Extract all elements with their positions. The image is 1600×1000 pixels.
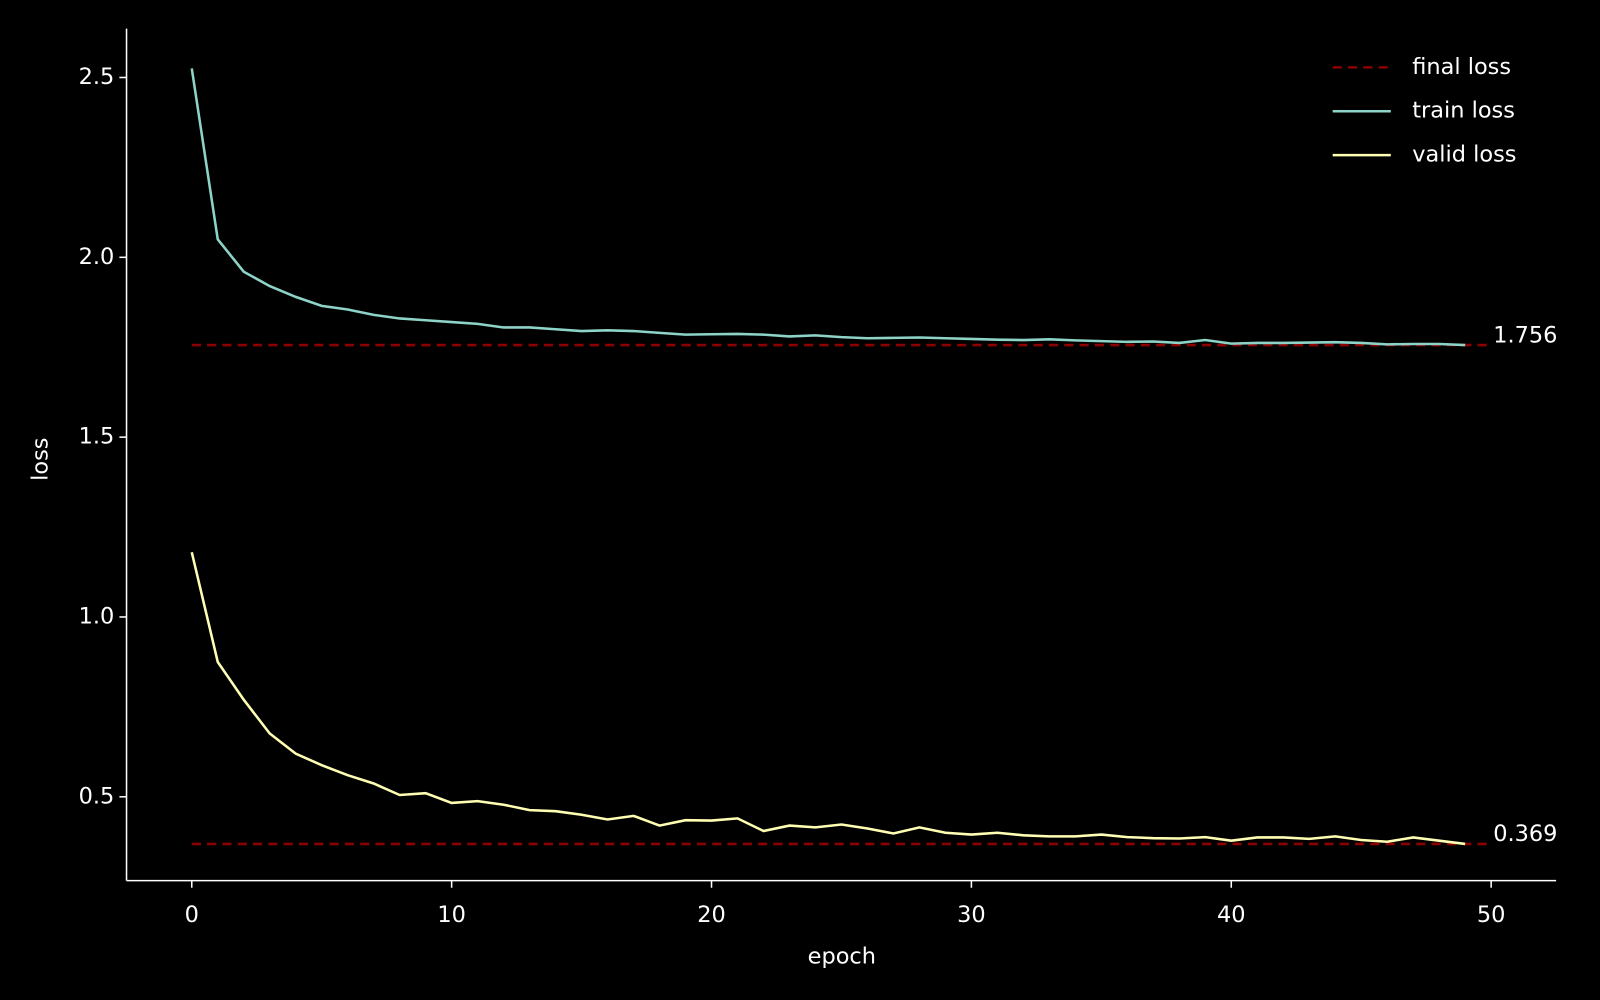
y-tick-label: 1.0	[79, 603, 115, 629]
data-line	[190, 68, 1466, 347]
x-tick-label: 20	[697, 902, 726, 928]
reference-label: 1.756	[1493, 322, 1557, 348]
x-tick-label: 10	[437, 902, 466, 928]
x-tick-label: 50	[1477, 902, 1506, 928]
x-tick-label: 0	[185, 902, 199, 928]
y-tick-label: 1.5	[79, 424, 115, 450]
x-axis-label: epoch	[808, 944, 876, 970]
data-line	[190, 551, 1466, 846]
legend-label: valid loss	[1412, 142, 1516, 168]
x-tick-label: 40	[1217, 902, 1246, 928]
x-tick-label: 30	[957, 902, 986, 928]
y-tick-label: 2.0	[79, 244, 115, 270]
reference-label: 0.369	[1493, 821, 1557, 847]
y-axis-label: loss	[27, 438, 53, 481]
y-tick-label: 0.5	[79, 783, 115, 809]
y-tick-label: 2.5	[79, 64, 115, 90]
legend-label: final loss	[1412, 54, 1511, 80]
legend-label: train loss	[1412, 98, 1515, 124]
